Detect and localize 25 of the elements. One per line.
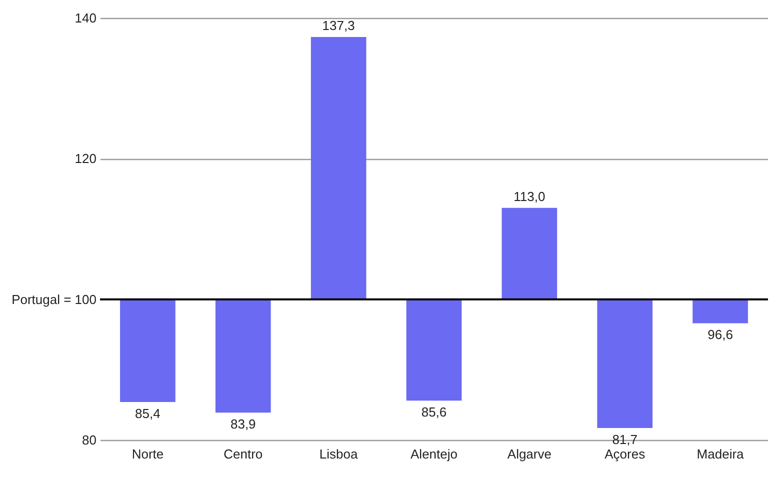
data-label: 137,3 <box>322 18 355 33</box>
x-tick-label: Madeira <box>696 446 745 462</box>
bar <box>215 299 271 413</box>
bar <box>597 299 653 428</box>
y-tick-label: 80 <box>82 432 96 448</box>
x-tick-label: Açores <box>604 446 646 462</box>
data-label: 85,4 <box>135 406 160 422</box>
data-label: 113,0 <box>514 188 546 204</box>
data-label: 81,7 <box>612 432 638 448</box>
x-tick-label: Lisboa <box>319 446 358 462</box>
data-label: 83,9 <box>230 416 256 432</box>
data-label: 85,6 <box>421 404 447 420</box>
bar <box>120 299 176 402</box>
data-label: 96,6 <box>708 327 733 342</box>
x-tick-label: Norte <box>132 446 164 462</box>
bar <box>310 36 366 300</box>
x-tick-label: Algarve <box>507 446 552 462</box>
y-tick-label: 140 <box>74 10 96 26</box>
x-tick-label: Centro <box>224 446 263 462</box>
y-tick-label: Portugal = 100 <box>12 292 96 307</box>
bar <box>692 299 748 324</box>
bar <box>406 299 462 401</box>
x-tick-label: Alentejo <box>410 446 458 462</box>
y-tick-label: 120 <box>74 151 96 166</box>
bar <box>502 208 558 300</box>
